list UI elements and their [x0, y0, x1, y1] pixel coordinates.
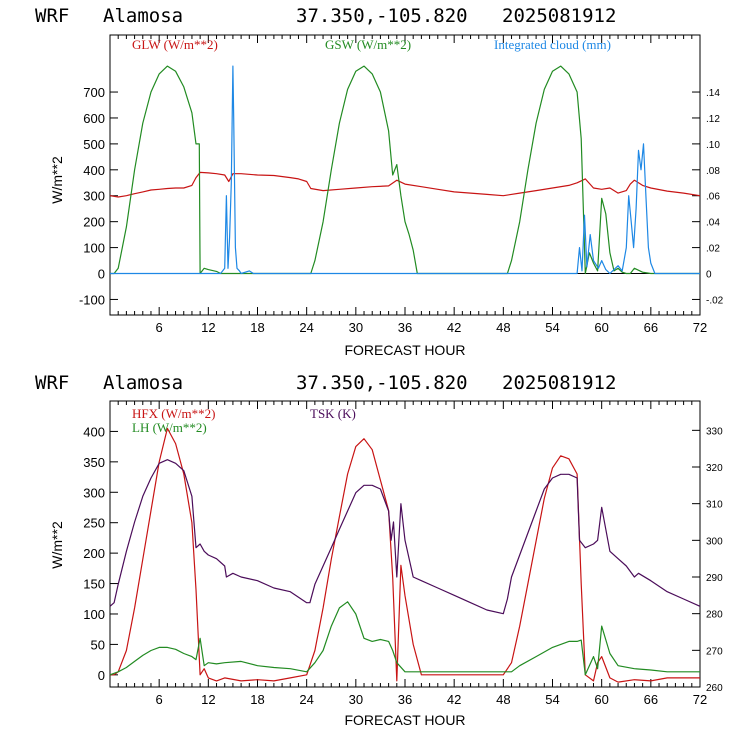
top-x-axis-label: FORECAST HOUR	[344, 342, 465, 358]
bottom-y2-tick-label: 310	[706, 500, 723, 511]
bottom-x-axis-label: FORECAST HOUR	[344, 712, 465, 728]
bottom-header-coords: 37.350,-105.820	[296, 372, 468, 394]
bottom-y2-tick-label: 300	[706, 536, 723, 547]
top-y-tick-label: 300	[83, 189, 105, 204]
top-y-tick-label: -100	[79, 292, 105, 307]
top-x-tick-label: 54	[545, 320, 559, 335]
bottom-x-tick-label: 66	[644, 692, 658, 707]
top-y2-tick-label: .04	[706, 218, 720, 229]
bottom-x-tick-label: 24	[299, 692, 313, 707]
bottom-x-tick-label: 48	[496, 692, 510, 707]
bottom-y-tick-label: 300	[83, 485, 105, 500]
top-y2-tick-label: .10	[706, 140, 720, 151]
bottom-y-tick-label: 50	[91, 637, 105, 652]
top-y-axis-label: W/m**2	[49, 156, 65, 204]
top-legend-gsw: GSW (W/m**2)	[325, 37, 411, 52]
top-y2-tick-label: .02	[706, 244, 720, 255]
bottom-y-tick-label: 400	[83, 424, 105, 439]
bottom-x-tick-label: 54	[545, 692, 559, 707]
top-y2-tick-label: 0	[706, 270, 712, 281]
bottom-series-line-1	[109, 601, 700, 676]
top-x-tick-label: 72	[693, 320, 707, 335]
top-series-line-2	[110, 65, 700, 275]
bottom-y-tick-label: 0	[98, 668, 105, 683]
top-series-line-1	[110, 65, 700, 275]
top-legend-glw: GLW (W/m**2)	[132, 37, 218, 52]
top-y2-tick-label: .06	[706, 192, 720, 203]
top-header-model: WRF	[35, 5, 69, 27]
bottom-x-tick-label: 72	[693, 692, 707, 707]
bottom-y2-tick-label: 270	[706, 646, 723, 657]
bottom-x-tick-label: 30	[349, 692, 363, 707]
top-x-tick-label: 18	[250, 320, 264, 335]
bottom-header: WRF Alamosa 37.350,-105.820 2025081912	[35, 372, 616, 394]
bottom-header-station: Alamosa	[103, 372, 183, 394]
bottom-legend-lh: LH (W/m**2)	[132, 420, 207, 435]
top-y-tick-label: 600	[83, 111, 105, 126]
bottom-x-tick-label: 12	[201, 692, 215, 707]
bottom-y-axis-label: W/m**2	[49, 521, 65, 569]
bottom-legend-hfx: HFX (W/m**2)	[132, 406, 215, 421]
bottom-y-tick-label: 200	[83, 546, 105, 561]
bottom-x-tick-label: 6	[156, 692, 163, 707]
top-y2-tick-label: .12	[706, 114, 720, 125]
top-header-run: 2025081912	[502, 5, 616, 27]
bottom-header-model: WRF	[35, 372, 69, 394]
top-x-tick-label: 36	[398, 320, 412, 335]
bottom-x-tick-label: 36	[398, 692, 412, 707]
top-x-tick-label: 60	[594, 320, 608, 335]
bottom-y2-tick-label: 320	[706, 463, 723, 474]
top-header: WRF Alamosa 37.350,-105.820 2025081912	[35, 5, 616, 27]
bottom-y-tick-label: 150	[83, 577, 105, 592]
bottom-legend-tsk: TSK (K)	[310, 406, 356, 421]
bottom-plot-area: 6 12 18 24 30 36 42 48 54 60 66 72 0 50 100 150 200 250 30…	[83, 401, 723, 707]
top-x-tick-label: 24	[299, 320, 313, 335]
top-y2-tick-label: .08	[706, 166, 720, 177]
top-y-tick-label: 0	[98, 267, 105, 282]
top-series-line-0	[109, 171, 701, 198]
bottom-y2-tick-label: 290	[706, 573, 723, 584]
bottom-y-tick-label: 250	[83, 516, 105, 531]
top-y-tick-label: 700	[83, 85, 105, 100]
top-y-tick-label: 500	[83, 137, 105, 152]
bottom-x-tick-label: 60	[594, 692, 608, 707]
top-y-tick-label: 100	[83, 241, 105, 256]
top-x-tick-label: 6	[156, 320, 163, 335]
top-y2-tick-label: -.02	[706, 295, 724, 306]
top-x-tick-label: 66	[644, 320, 658, 335]
bottom-header-run: 2025081912	[502, 372, 616, 394]
bottom-x-tick-label: 42	[447, 692, 461, 707]
top-x-tick-label: 30	[349, 320, 363, 335]
top-x-tick-label: 12	[201, 320, 215, 335]
bottom-series-line-2	[109, 459, 701, 615]
bottom-y2-tick-label: 280	[706, 610, 723, 621]
bottom-y2-tick-label: 330	[706, 426, 723, 437]
top-header-coords: 37.350,-105.820	[296, 5, 468, 27]
bottom-y2-tick-label: 260	[706, 683, 723, 694]
top-x-tick-label: 42	[447, 320, 461, 335]
top-plot-area: 6 12 18 24 30 36 42 48 54 60 66 72 -100 0 100 200 300 400…	[79, 35, 724, 335]
top-y-tick-label: 400	[83, 163, 105, 178]
bottom-y-tick-label: 100	[83, 607, 105, 622]
top-legend-cloud: Integrated cloud (mm)	[494, 37, 611, 52]
bottom-y-tick-label: 350	[83, 455, 105, 470]
top-header-station: Alamosa	[103, 5, 183, 27]
top-y2-tick-label: .14	[706, 88, 720, 99]
bottom-x-tick-label: 18	[250, 692, 264, 707]
top-y-tick-label: 200	[83, 215, 105, 230]
top-x-tick-label: 48	[496, 320, 510, 335]
